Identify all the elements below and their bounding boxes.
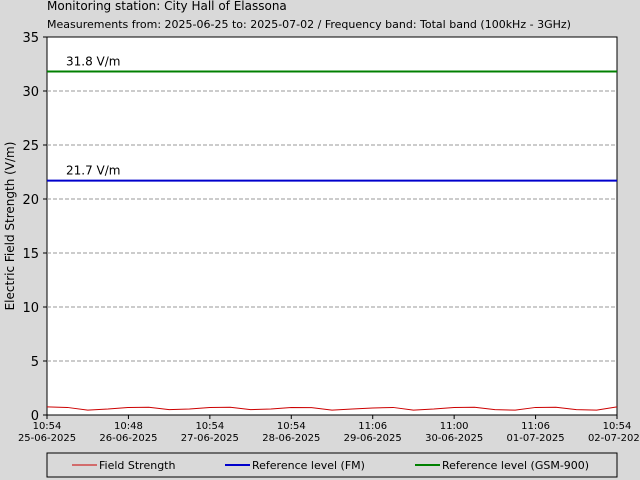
y-tick-label: 10: [22, 301, 39, 316]
chart-title: Monitoring station: City Hall of Elasson…: [47, 0, 287, 13]
y-tick-label: 0: [31, 409, 39, 424]
x-tick-label: 02-07-2025: [588, 433, 640, 444]
legend-label: Reference level (GSM-900): [442, 459, 589, 472]
y-tick-label: 30: [22, 85, 39, 100]
y-tick-label: 35: [22, 31, 39, 46]
y-tick-label: 25: [22, 139, 39, 154]
x-tick-label: 10:54: [33, 421, 62, 432]
x-tick-label: 01-07-2025: [507, 433, 565, 444]
x-tick-label: 27-06-2025: [181, 433, 239, 444]
x-tick-label: 25-06-2025: [18, 433, 76, 444]
x-tick-label: 26-06-2025: [99, 433, 157, 444]
x-tick-label: 30-06-2025: [425, 433, 483, 444]
plot-area: [46, 36, 618, 416]
y-tick-label: 15: [22, 247, 39, 262]
x-tick-label: 10:54: [603, 421, 632, 432]
series-line: [46, 406, 618, 411]
x-tick-label: 10:48: [114, 421, 143, 432]
legend-label: Reference level (FM): [252, 459, 365, 472]
chart-subtitle: Measurements from: 2025-06-25 to: 2025-0…: [47, 18, 571, 31]
annotation: 31.8 V/m: [66, 55, 120, 69]
y-tick-label: 20: [22, 193, 39, 208]
x-tick-label: 11:06: [521, 421, 550, 432]
x-tick-label: 29-06-2025: [344, 433, 402, 444]
x-tick-label: 10:54: [277, 421, 306, 432]
legend: [46, 452, 618, 478]
x-tick-label: 28-06-2025: [262, 433, 320, 444]
x-tick-label: 11:00: [440, 421, 469, 432]
legend-label: Field Strength: [99, 459, 175, 472]
y-tick-label: 5: [31, 355, 39, 370]
x-tick-label: 11:06: [358, 421, 387, 432]
y-axis-label: Electric Field Strength (V/m): [3, 142, 17, 311]
x-tick-label: 10:54: [195, 421, 224, 432]
annotation: 21.7 V/m: [66, 164, 120, 178]
